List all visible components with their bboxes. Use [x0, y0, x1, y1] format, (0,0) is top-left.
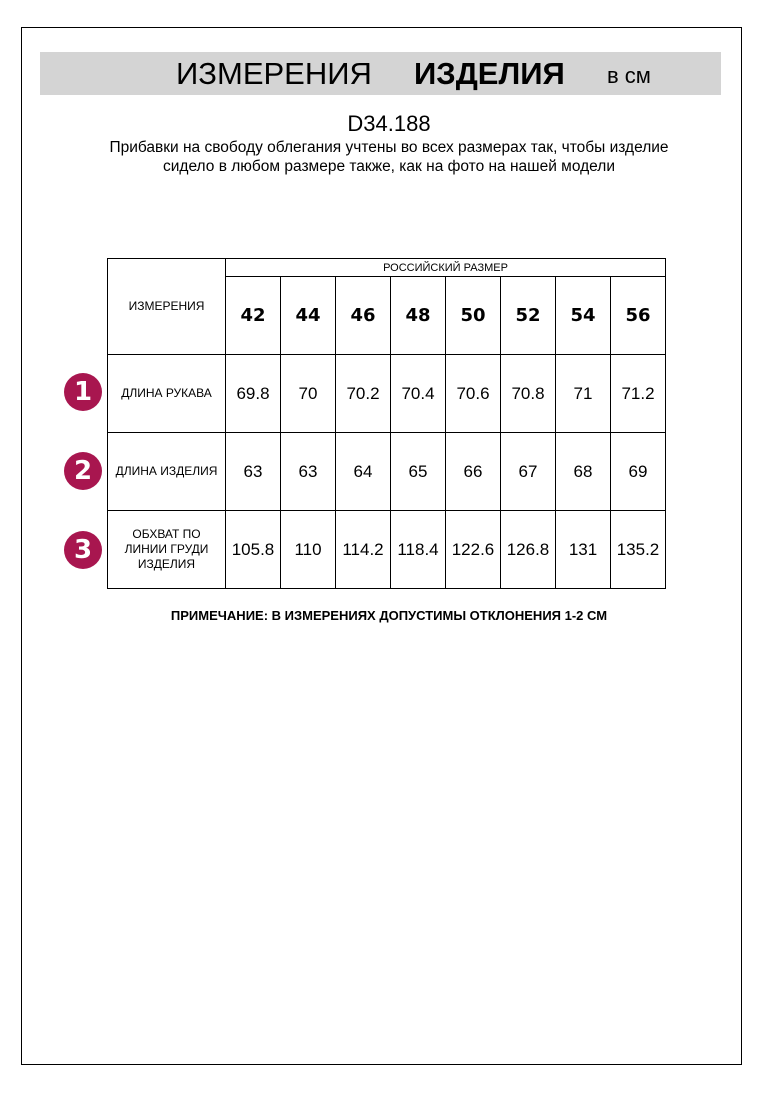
size-header: 52: [500, 276, 556, 355]
group-header: РОССИЙСКИЙ РАЗМЕР: [225, 258, 666, 277]
table-cell: 65: [390, 432, 446, 511]
table-cell: 131: [555, 510, 611, 589]
table-cell: 69: [610, 432, 666, 511]
size-header: 54: [555, 276, 611, 355]
table-row: ДЛИНА РУКАВА 69.8 70 70.2 70.4 70.6 70.8 71 71.2: [107, 354, 666, 433]
title-unit: в см: [607, 63, 651, 88]
row-number-badge: 3: [64, 531, 102, 569]
size-header: 42: [225, 276, 281, 355]
table-cell: 71: [555, 354, 611, 433]
table-cell: 66: [445, 432, 501, 511]
table-cell: 64: [335, 432, 391, 511]
table-cell: 110: [280, 510, 336, 589]
title-regular: ИЗМЕРЕНИЯ: [176, 56, 372, 91]
row-label: ДЛИНА РУКАВА: [107, 354, 226, 433]
size-header: 44: [280, 276, 336, 355]
table-cell: 122.6: [445, 510, 501, 589]
article-code: D34.188: [347, 111, 431, 136]
table-cell: 63: [280, 432, 336, 511]
table-cell: 70: [280, 354, 336, 433]
corner-label: ИЗМЕРЕНИЯ: [107, 258, 226, 355]
table-cell: 70.8: [500, 354, 556, 433]
size-header: 46: [335, 276, 391, 355]
table-cell: 70.4: [390, 354, 446, 433]
table-row: ДЛИНА ИЗДЕЛИЯ 63 63 64 65 66 67 68 69: [107, 432, 666, 511]
table-cell: 118.4: [390, 510, 446, 589]
table-cell: 70.2: [335, 354, 391, 433]
table-row: ОБХВАТ ПО ЛИНИИ ГРУДИ ИЗДЕЛИЯ 105.8 110 114…: [107, 510, 666, 589]
table-cell: 114.2: [335, 510, 391, 589]
description: Прибавки на свободу облегания учтены во …: [109, 139, 669, 175]
table-cell: 67: [500, 432, 556, 511]
title-banner: ИЗМЕРЕНИЯ ИЗДЕЛИЯ в см: [40, 52, 721, 95]
title-bold: ИЗДЕЛИЯ: [414, 56, 565, 91]
size-header: 48: [390, 276, 446, 355]
table-cell: 70.6: [445, 354, 501, 433]
table-cell: 126.8: [500, 510, 556, 589]
row-number-badge: 2: [64, 452, 102, 490]
table-cell: 135.2: [610, 510, 666, 589]
size-header: 50: [445, 276, 501, 355]
row-label: ОБХВАТ ПО ЛИНИИ ГРУДИ ИЗДЕЛИЯ: [107, 510, 226, 589]
table-cell: 63: [225, 432, 281, 511]
size-table: ИЗМЕРЕНИЯ РОССИЙСКИЙ РАЗМЕР 42 44 46 48 50 52…: [107, 258, 666, 589]
row-label: ДЛИНА ИЗДЕЛИЯ: [107, 432, 226, 511]
row-number-badge: 1: [64, 373, 102, 411]
table-cell: 68: [555, 432, 611, 511]
size-header: 56: [610, 276, 666, 355]
table-cell: 71.2: [610, 354, 666, 433]
table-cell: 105.8: [225, 510, 281, 589]
note: ПРИМЕЧАНИЕ: В ИЗМЕРЕНИЯХ ДОПУСТИМЫ ОТКЛО…: [170, 608, 608, 623]
page-frame: [21, 27, 742, 1065]
table-cell: 69.8: [225, 354, 281, 433]
